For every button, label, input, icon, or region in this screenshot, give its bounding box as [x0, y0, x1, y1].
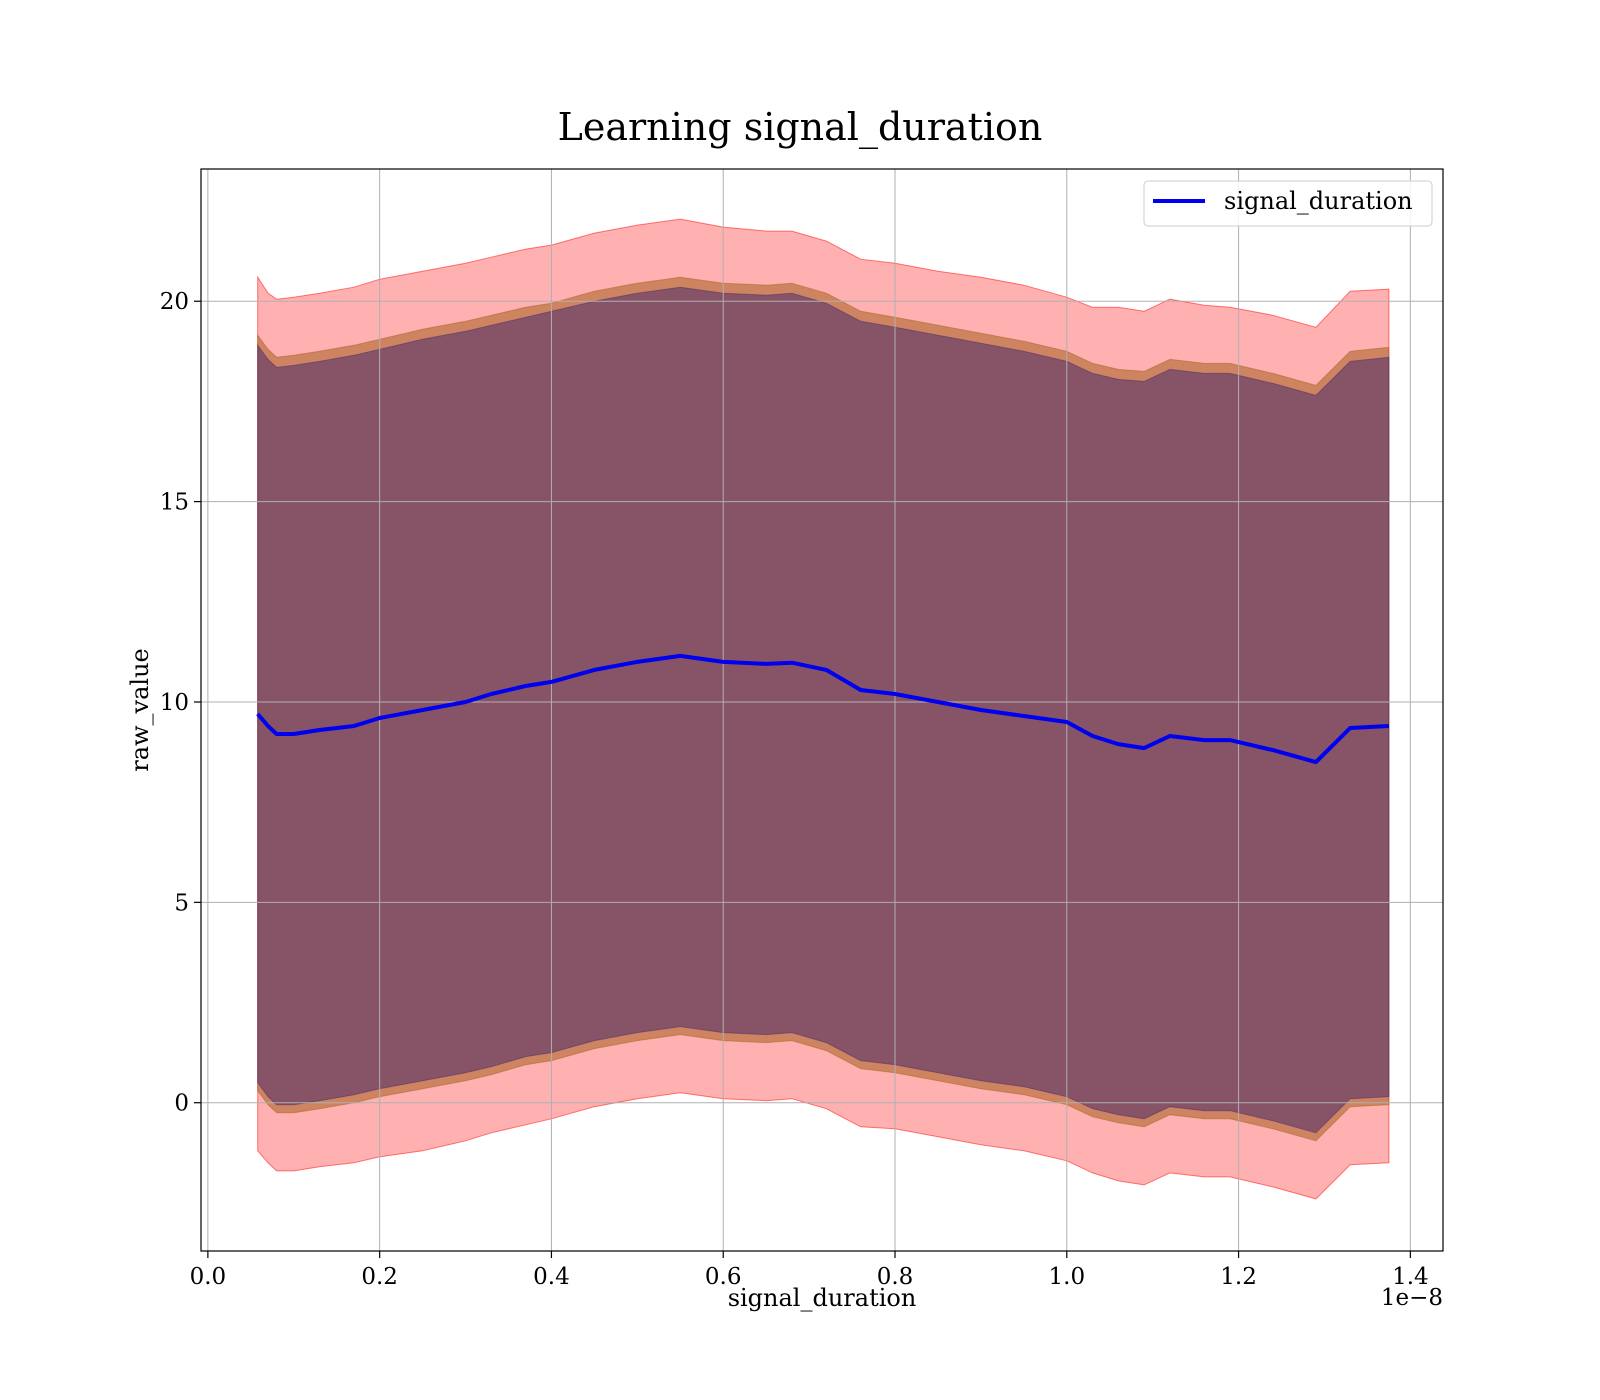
x-tick-label: 0.6: [705, 1264, 742, 1290]
x-tick-label: 1.2: [1220, 1264, 1257, 1290]
x-axis-label: signal_duration: [728, 1284, 917, 1312]
plot-frame: [200, 168, 1444, 1252]
legend: signal_duration: [1143, 180, 1433, 227]
y-tick-label: 10: [160, 690, 189, 716]
y-tick-label: 5: [174, 890, 189, 916]
confidence-bands: [257, 218, 1390, 1200]
legend-box: [1143, 180, 1433, 227]
legend-label-signal-duration: signal_duration: [1224, 187, 1413, 215]
x-axis-offset-label: 1e−8: [1381, 1285, 1443, 1311]
y-tick-label: 20: [160, 289, 189, 315]
y-tick-label: 15: [160, 490, 189, 516]
grid: [201, 169, 1443, 1251]
x-tick-label: 0.2: [361, 1264, 398, 1290]
x-tick-label: 0.8: [877, 1264, 914, 1290]
x-tick-label: 1.4: [1392, 1264, 1429, 1290]
series-line-signal-duration: [256, 653, 1390, 765]
chart-title: Learning signal_duration: [558, 105, 1043, 150]
y-axis-ticks: 0 5 10 15 20: [160, 289, 201, 1117]
x-axis-ticks: 0.0 0.2 0.4 0.6 0.8 1.0 1.2 1.4: [190, 1251, 1429, 1290]
inner-band: [257, 286, 1390, 1134]
y-tick-label: 0: [174, 1091, 189, 1117]
x-tick-label: 1.0: [1049, 1264, 1086, 1290]
series-lines: [256, 653, 1390, 765]
x-tick-label: 0.4: [533, 1264, 570, 1290]
x-tick-label: 0.0: [190, 1264, 227, 1290]
y-axis-label: raw_value: [126, 648, 154, 772]
